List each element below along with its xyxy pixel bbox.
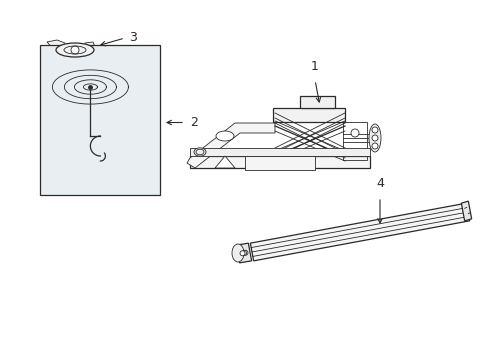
Polygon shape — [85, 42, 95, 48]
Ellipse shape — [56, 43, 94, 57]
Ellipse shape — [231, 244, 244, 262]
Polygon shape — [186, 123, 274, 168]
Circle shape — [371, 135, 377, 141]
Circle shape — [371, 127, 377, 133]
Polygon shape — [299, 96, 334, 108]
Text: 2: 2 — [190, 116, 198, 129]
Circle shape — [243, 250, 247, 255]
Ellipse shape — [194, 148, 205, 156]
Polygon shape — [272, 108, 345, 122]
Polygon shape — [190, 156, 369, 168]
Text: 4: 4 — [375, 177, 383, 190]
Circle shape — [350, 129, 358, 137]
Circle shape — [371, 143, 377, 149]
Ellipse shape — [368, 124, 380, 152]
Polygon shape — [215, 156, 235, 168]
Polygon shape — [47, 40, 65, 52]
FancyBboxPatch shape — [40, 45, 160, 195]
Polygon shape — [244, 156, 314, 170]
Circle shape — [71, 46, 79, 54]
Text: 3: 3 — [129, 31, 137, 44]
Polygon shape — [190, 148, 369, 156]
Polygon shape — [250, 203, 468, 261]
Ellipse shape — [216, 131, 234, 141]
Polygon shape — [460, 201, 470, 221]
Circle shape — [240, 251, 244, 256]
Circle shape — [241, 251, 246, 256]
Polygon shape — [236, 243, 251, 263]
Text: 1: 1 — [310, 60, 318, 73]
Ellipse shape — [196, 149, 203, 155]
